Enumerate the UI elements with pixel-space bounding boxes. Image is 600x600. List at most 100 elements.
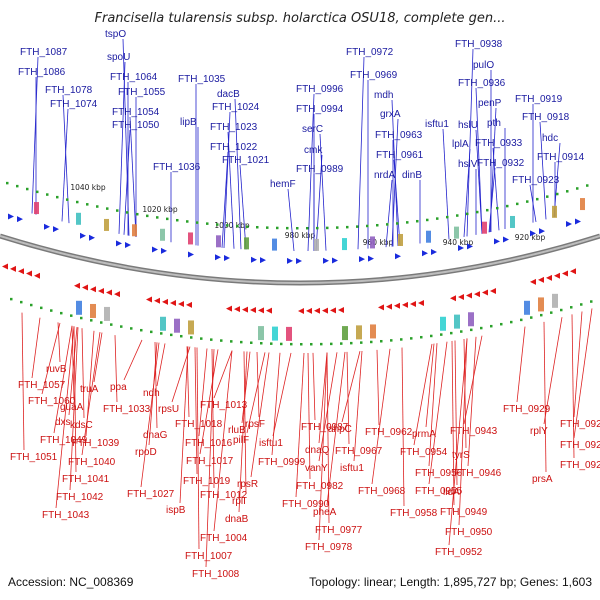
gene-label-bottom: dxs (55, 417, 71, 428)
map-title: Francisella tularensis subsp. holarctica… (95, 11, 506, 26)
marker-dot (100, 321, 103, 324)
marker-dot (10, 297, 13, 301)
marker-dot (510, 320, 513, 324)
gene-label-bottom: dnaB (225, 514, 249, 525)
reverse-gene-arrow (266, 307, 272, 314)
gene-line-bottom (140, 342, 160, 488)
gene-label-top: isftu1 (425, 119, 449, 130)
gene-label-bottom: FTH_1040 (68, 457, 116, 468)
marker-dot (396, 222, 399, 225)
gene-line-bottom (458, 338, 468, 526)
gene-label-top: mdh (374, 90, 393, 101)
marker-dot (110, 323, 113, 326)
marker-dot (26, 187, 29, 191)
marker-dot (526, 200, 529, 203)
gene-line-top (31, 56, 39, 214)
feature-block (454, 314, 460, 329)
gene-label-bottom: FTH_0958 (390, 508, 438, 519)
gene-line-top (442, 128, 450, 240)
gene-label-bottom: prmA (412, 429, 436, 440)
feature-block (132, 224, 137, 237)
feature-block (482, 221, 487, 234)
gene-line-bottom (246, 352, 266, 434)
gene-line-bottom (318, 352, 328, 444)
marker-dot (540, 313, 543, 317)
gene-label-top: FTH_1050 (112, 120, 160, 131)
marker-dot (210, 338, 213, 341)
marker-dot (256, 225, 259, 229)
gene-label-bottom: FTH_0946 (454, 468, 502, 479)
reverse-gene-arrow (378, 304, 384, 311)
gene-line-bottom (21, 312, 25, 451)
gene-label-bottom: FTH_0999 (258, 457, 306, 468)
marker-dot (270, 342, 273, 345)
reverse-gene-arrow (450, 295, 456, 302)
gene-label-bottom: FTH_0929 (503, 404, 551, 415)
gene-line-bottom (516, 326, 526, 403)
marker-dot (166, 217, 169, 221)
gene-line-top (319, 133, 327, 251)
gene-line-top (239, 164, 247, 250)
gene-line-bottom (448, 338, 468, 546)
forward-gene-arrow (575, 218, 581, 225)
gene-label-top: FTH_1021 (222, 155, 270, 166)
marker-dot (30, 303, 33, 307)
gene-label-bottom: FTH_1060 (28, 396, 76, 407)
tick-label: 1040 kbp (70, 183, 106, 192)
marker-dot (170, 333, 173, 337)
reverse-gene-arrow (546, 274, 552, 281)
reverse-gene-arrow (18, 268, 24, 275)
gene-label-bottom: rplY (530, 426, 548, 437)
gene-label-bottom: FTH_0977 (315, 525, 363, 536)
gene-line-top (307, 93, 315, 251)
feature-block (76, 300, 82, 315)
feature-block (398, 233, 403, 246)
marker-dot (240, 340, 243, 344)
marker-dot (20, 300, 23, 304)
feature-block (426, 230, 431, 243)
reverse-gene-arrow (402, 301, 408, 308)
marker-dot (576, 187, 579, 190)
reverse-gene-arrow (322, 307, 328, 314)
gene-label-top: FTH_0961 (376, 150, 424, 161)
marker-dot (136, 212, 139, 216)
marker-dot (326, 226, 329, 230)
marker-dot (466, 212, 469, 216)
marker-dot (460, 330, 463, 333)
gene-label-top: FTH_0933 (475, 138, 523, 149)
gene-label-bottom: FTH_0978 (305, 542, 353, 553)
gene-label-top: hslV (458, 159, 478, 170)
gene-line-bottom (69, 327, 79, 491)
reverse-gene-arrow (250, 306, 256, 313)
marker-dot (560, 308, 563, 312)
marker-dot (590, 300, 593, 303)
marker-dot (126, 211, 129, 214)
gene-line-top (492, 147, 500, 231)
reverse-gene-arrow (226, 305, 232, 312)
feature-block (468, 312, 474, 327)
gene-label-bottom: rpsU (158, 404, 179, 415)
marker-dot (400, 338, 403, 341)
marker-dot (246, 225, 249, 228)
marker-dot (440, 333, 443, 336)
reverse-gene-arrow (538, 276, 544, 283)
marker-dot (200, 337, 203, 340)
marker-dot (150, 330, 153, 334)
marker-dot (436, 217, 439, 220)
feature-block (580, 198, 585, 211)
gene-label-top: FTH_1054 (112, 107, 160, 118)
marker-dot (160, 332, 163, 335)
reverse-gene-arrow (314, 307, 320, 314)
gene-label-top: FTH_1022 (210, 142, 258, 153)
marker-dot (490, 324, 493, 328)
gene-line-top (315, 154, 323, 251)
reverse-gene-arrow (170, 299, 176, 306)
forward-gene-arrow (53, 226, 59, 233)
gene-label-top: dacB (217, 89, 240, 100)
gene-label-bottom: FTH_1019 (183, 476, 231, 487)
gene-line-bottom (205, 349, 215, 568)
gene-label-top: pth (487, 118, 501, 129)
feature-block (272, 238, 277, 251)
marker-dot (426, 218, 429, 222)
feature-tracks (2, 181, 593, 346)
